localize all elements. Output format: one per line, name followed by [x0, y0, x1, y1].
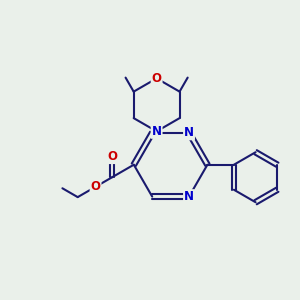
Text: O: O — [91, 180, 100, 193]
Text: N: N — [152, 125, 162, 138]
Text: N: N — [184, 190, 194, 203]
Text: O: O — [107, 150, 117, 163]
Text: N: N — [184, 126, 194, 139]
Text: O: O — [152, 72, 162, 85]
